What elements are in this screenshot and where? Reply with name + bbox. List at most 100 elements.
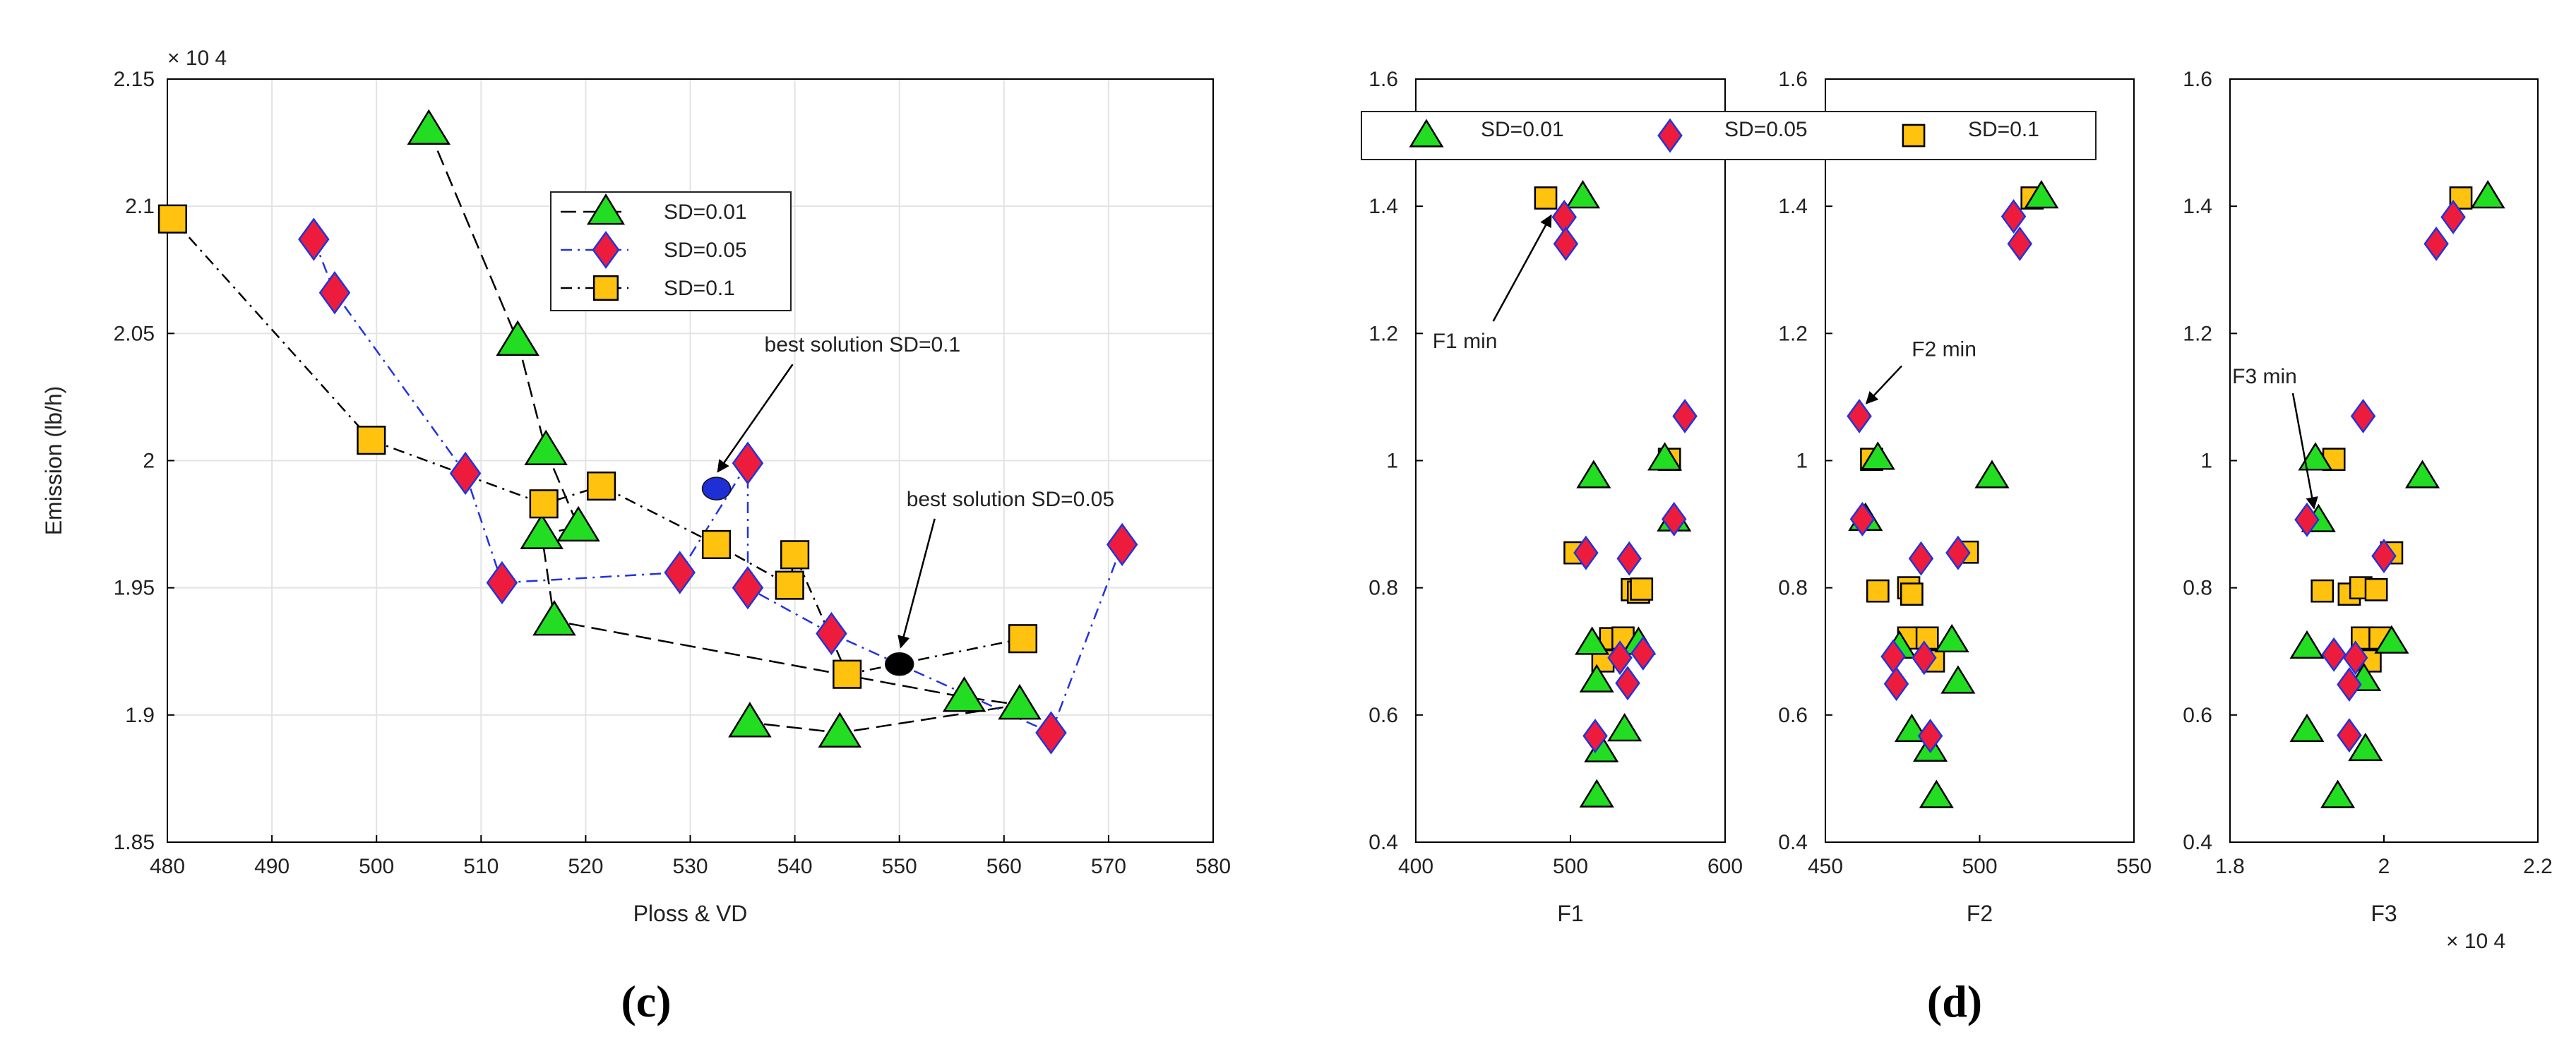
y-tick-label: 1.2 [1778,322,1808,345]
data-point-diamond-marker [2423,226,2449,261]
data-point-triangle-marker [1919,779,1954,808]
data-point-triangle-marker [2404,460,2440,488]
data-point-triangle-marker [1860,441,1895,470]
best-solution-marker [884,652,914,676]
y-axis-ticks: 1.85 1.9 1.95 2 2.05 2.1 2.15 [114,68,174,854]
y-tick-label: 1 [2200,450,2212,473]
x-tick-label: 500 [1553,855,1588,878]
annotation-label: best solution SD=0.1 [765,333,961,356]
y-tick-label: 1.95 [114,577,155,600]
data-point-triangle-marker [998,683,1042,720]
x-tick-label: 450 [1808,855,1843,878]
data-point-triangle-marker [1575,626,1610,655]
y-tick-label: 0.8 [1778,577,1808,600]
data-point-diamond-marker [2294,502,2320,537]
data-point-triangle-marker [1576,460,1611,488]
data-point-triangle-marker [2024,180,2059,209]
data-point-diamond-marker [2337,667,2362,702]
data-point-triangle-marker [1579,779,1614,808]
y-tick-label: 1.4 [1778,195,1808,218]
x-tick-label: 1.8 [2215,855,2245,878]
data-point-diamond-marker [449,451,482,496]
y-tick-label: 1 [1796,450,1808,473]
legend: SD=0.01 SD=0.05 SD=0.1 [550,191,792,311]
data-point-diamond-marker [1616,541,1642,576]
data-point-diamond-marker [732,441,764,485]
data-point-diamond-marker [1672,398,1698,433]
x-axis-ticks: 480 490 500 510 520 530 540 550 560 570 580 [150,835,1231,878]
data-point-diamond-marker [2371,539,2397,574]
data-point-diamond-marker [298,217,330,261]
chart-panel-c: 1.85 1.9 1.95 2 2.05 2.1 2.15 480 490 500 510 520 5… [41,47,1231,1026]
data-point-diamond-marker [1849,501,1876,537]
legend-diamond-marker [1657,118,1683,153]
best-solution-marker [701,476,732,500]
panel-label: (d) [1927,976,1982,1026]
data-point-square-marker [1630,577,1654,601]
y-tick-label: 1.6 [2183,68,2212,91]
data-point-triangle-marker [942,676,986,712]
data-point-square-marker [2310,579,2334,603]
data-point-triangle-marker [2289,713,2325,743]
annotation-arrow [717,364,794,473]
x-tick-label: 580 [1195,855,1231,878]
y-tick-label: 1.9 [125,704,155,727]
legend-label: SD=0.01 [1481,118,1564,141]
y-axis-label: Emission (lb/h) [41,386,66,536]
y-tick-label: 0.4 [1368,831,1398,854]
x-tick-label: 510 [463,855,499,878]
data-point-diamond-marker [1912,640,1937,676]
data-point-triangle-marker [1565,180,1601,209]
data-point-triangle-marker [728,702,772,738]
data-point-diamond-marker [1630,636,1656,671]
highlight-markers: best solution SD=0.1 best solution SD=0.0… [701,333,1114,676]
x-tick-label: 530 [672,855,708,878]
data-point-diamond-marker [1035,711,1067,755]
y-tick-label: 1.2 [2183,322,2212,345]
subplot-F1: 0.4 0.6 0.8 1 1.2 1.4 1.6 400 500 600 F1 F1 min [1368,68,1743,926]
data-point-square-marker [529,489,559,519]
legend-label: SD=0.05 [664,239,747,262]
x-tick-label: 560 [986,855,1022,878]
y-tick-label: 2.1 [125,195,155,218]
annotation-label: best solution SD=0.05 [907,488,1114,511]
data-point-square-marker [587,471,616,501]
y-tick-label: 0.4 [2183,831,2212,854]
data-point-diamond-marker [1607,640,1633,676]
data-point-triangle-marker [520,513,564,549]
data-point-triangle-marker [818,712,862,748]
data-point-triangle-marker [2374,625,2409,654]
y-tick-label: 1.6 [1778,68,1808,91]
data-point-diamond-marker [1573,535,1599,570]
y-tick-label: 0.8 [1368,577,1398,600]
legend-label: SD=0.1 [664,277,735,300]
data-point-triangle-marker [1934,623,1969,653]
y-tick-label: 1.85 [114,831,155,854]
legend: SD=0.01 SD=0.05 SD=0.1 [1361,111,2097,160]
data-point-diamond-marker [2337,718,2362,753]
x-tick-label: 400 [1398,855,1433,878]
data-point-square-marker [1900,582,1924,606]
x-exponent-label: × 10 4 [2446,930,2505,953]
annotation-arrow [1865,365,1902,404]
data-point-triangle-marker [532,600,576,636]
data-point-triangle-marker [2470,180,2505,209]
data-point-diamond-marker [1917,719,1943,754]
data-point-triangle-marker [407,109,451,145]
data-point-triangle-marker [2298,442,2333,471]
x-tick-label: 2 [2378,855,2390,878]
data-point-triangle-marker [496,320,539,356]
data-point-diamond-marker [1582,719,1608,754]
annotation-arrow [1492,214,1552,322]
x-tick-label: 600 [1707,855,1743,878]
legend-diamond-marker [592,231,620,269]
x-tick-label: 550 [2116,855,2152,878]
data-point-diamond-marker [664,551,696,594]
y-tick-label: 1 [1386,450,1398,473]
y-tick-label: 0.6 [1778,704,1808,727]
data-point-triangle-marker [2348,732,2383,762]
data-point-triangle-marker [1579,664,1614,693]
y-tick-label: 2 [143,450,155,473]
data-point-diamond-marker [816,611,847,656]
